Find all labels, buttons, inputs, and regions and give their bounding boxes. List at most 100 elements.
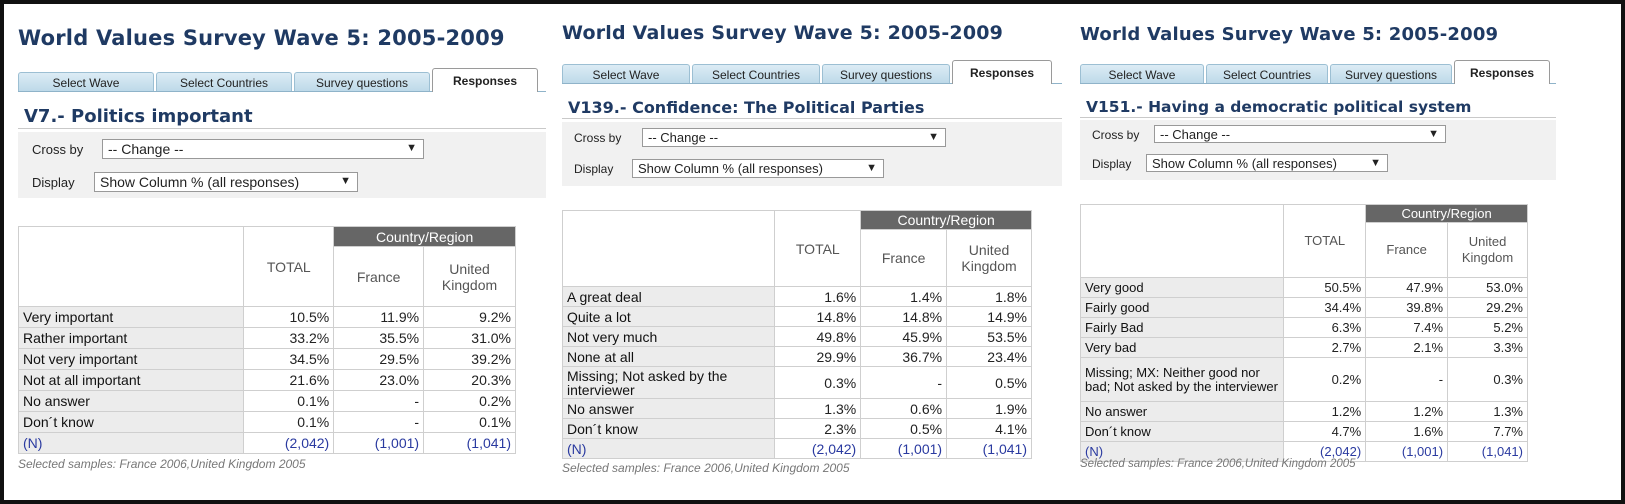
cell-total: (2,042) [1283, 441, 1367, 462]
table-row: Don´t know 0.1% -0.1% [17, 411, 516, 433]
header-france: France [333, 246, 425, 307]
tab-select-countries[interactable]: Select Countries [1206, 64, 1328, 84]
cell-total: 49.8% [774, 326, 862, 347]
table-row: Missing; Not asked by the interviewer 0.3… [561, 366, 1032, 399]
cell-total: 1.3% [774, 398, 862, 419]
cell-total: 6.3% [1283, 317, 1367, 338]
dropdown-arrow-icon: ▼ [928, 131, 939, 143]
display-select[interactable]: Show Column % (all responses) ▼ [632, 159, 884, 178]
cross-by-select[interactable]: -- Change -- ▼ [1154, 125, 1446, 143]
samples-note: Selected samples: France 2006,United Kin… [1080, 458, 1356, 470]
row-label: (N) [1079, 441, 1285, 462]
cross-by-select[interactable]: -- Change -- ▼ [642, 128, 946, 147]
cell-united-kingdom: (1,041) [423, 432, 516, 454]
row-label: Quite a lot [561, 306, 776, 327]
header-united-kingdom: United Kingdom [423, 246, 516, 307]
header-country-region: Country/Region [1365, 204, 1528, 223]
table-row: Quite a lot 14.8% 14.8% 14.9% [561, 306, 1032, 327]
cell-united-kingdom: 14.9% [946, 306, 1032, 327]
question-title: V139.- Confidence: The Political Parties [568, 98, 925, 117]
tab-select-wave[interactable]: Select Wave [18, 72, 154, 92]
dropdown-arrow-icon: ▼ [406, 142, 417, 154]
cell-united-kingdom: (1,041) [946, 438, 1032, 459]
tab-responses[interactable]: Responses [1454, 60, 1550, 84]
cell-france: 0.6% [860, 398, 948, 419]
display-select[interactable]: Show Column % (all responses) ▼ [1146, 154, 1388, 172]
tab-responses[interactable]: Responses [432, 68, 538, 92]
cell-france: - [860, 366, 948, 399]
header-france: France [1365, 222, 1449, 278]
tab-survey-questions[interactable]: Survey questions [822, 64, 950, 84]
cell-france: 2.1% [1365, 337, 1449, 358]
cell-total: 2.3% [774, 418, 862, 439]
tab-select-countries[interactable]: Select Countries [156, 72, 292, 92]
row-label: Missing; MX: Neither good nor bad; Not a… [1079, 357, 1285, 402]
cross-by-value: -- Change -- [1160, 126, 1231, 142]
cell-france: 11.9% [333, 306, 425, 328]
table-row-n: (N) (2,042) (1,001) (1,041) [1079, 441, 1528, 462]
header-total: TOTAL [243, 226, 335, 307]
cross-by-label: Cross by [1092, 128, 1140, 142]
cell-united-kingdom: 4.1% [946, 418, 1032, 439]
cell-france: 36.7% [860, 346, 948, 367]
table-row: Not very important 34.5% 29.5% 39.2% [17, 348, 516, 370]
cross-by-select[interactable]: -- Change -- ▼ [102, 139, 424, 159]
row-label: Don´t know [561, 418, 776, 439]
header-united-kingdom: United Kingdom [946, 229, 1032, 287]
cell-france: - [333, 411, 425, 433]
tab-select-wave[interactable]: Select Wave [1080, 64, 1204, 84]
display-value: Show Column % (all responses) [638, 161, 823, 176]
responses-table: TOTAL Country/Region France United Kingd… [561, 210, 1032, 459]
header-total: TOTAL [1283, 204, 1367, 278]
cell-france: 23.0% [333, 369, 425, 391]
cell-united-kingdom: 3.3% [1447, 337, 1528, 358]
question-title: V151.- Having a democratic political sys… [1086, 98, 1472, 116]
cell-total: 0.1% [243, 411, 335, 433]
dropdown-arrow-icon: ▼ [1428, 128, 1439, 140]
divider [1080, 117, 1556, 118]
cell-france: 39.8% [1365, 297, 1449, 318]
display-value: Show Column % (all responses) [1152, 155, 1337, 171]
cell-total: 33.2% [243, 327, 335, 349]
table-row-n: (N) (2,042) (1,001) (1,041) [17, 432, 516, 454]
tab-select-countries[interactable]: Select Countries [692, 64, 820, 84]
tab-survey-questions[interactable]: Survey questions [1330, 64, 1452, 84]
tab-survey-questions[interactable]: Survey questions [294, 72, 430, 92]
cell-united-kingdom: 23.4% [946, 346, 1032, 367]
tab-responses[interactable]: Responses [952, 60, 1052, 84]
table-row: No answer 1.3% 0.6% 1.9% [561, 398, 1032, 419]
cross-by-label: Cross by [574, 131, 622, 145]
controls-panel: Cross by -- Change -- ▼ Display Show Col… [562, 122, 1062, 186]
display-select[interactable]: Show Column % (all responses) ▼ [94, 172, 358, 192]
row-label: No answer [561, 398, 776, 419]
cell-united-kingdom: 53.0% [1447, 277, 1528, 298]
row-label: Fairly Bad [1079, 317, 1285, 338]
samples-note: Selected samples: France 2006,United Kin… [18, 457, 306, 471]
table-corner [561, 210, 776, 287]
controls-panel: Cross by -- Change -- ▼ Display Show Col… [1080, 120, 1556, 180]
cell-france: 45.9% [860, 326, 948, 347]
cell-total: 34.4% [1283, 297, 1367, 318]
question-title: V7.- Politics important [24, 106, 253, 127]
table-row: Missing; MX: Neither good nor bad; Not a… [1079, 357, 1528, 402]
table-corner [1079, 204, 1285, 278]
dropdown-arrow-icon: ▼ [866, 162, 877, 174]
cell-total: 2.7% [1283, 337, 1367, 358]
cell-total: (2,042) [774, 438, 862, 459]
cell-united-kingdom: 1.8% [946, 286, 1032, 307]
cell-france: - [1365, 357, 1449, 402]
row-label: Fairly good [1079, 297, 1285, 318]
cell-total: 34.5% [243, 348, 335, 370]
wave-title: World Values Survey Wave 5: 2005-2009 [18, 26, 505, 50]
cell-france: 1.2% [1365, 401, 1449, 422]
cell-united-kingdom: 0.3% [1447, 357, 1528, 402]
dropdown-arrow-icon: ▼ [1370, 157, 1381, 169]
table-row: A great deal 1.6% 1.4% 1.8% [561, 286, 1032, 307]
cell-total: (2,042) [243, 432, 335, 454]
tab-select-wave[interactable]: Select Wave [562, 64, 690, 84]
display-value: Show Column % (all responses) [100, 174, 300, 190]
dropdown-arrow-icon: ▼ [340, 175, 351, 187]
table-row: Very important 10.5% 11.9% 9.2% [17, 306, 516, 328]
cell-france: (1,001) [1365, 441, 1449, 462]
